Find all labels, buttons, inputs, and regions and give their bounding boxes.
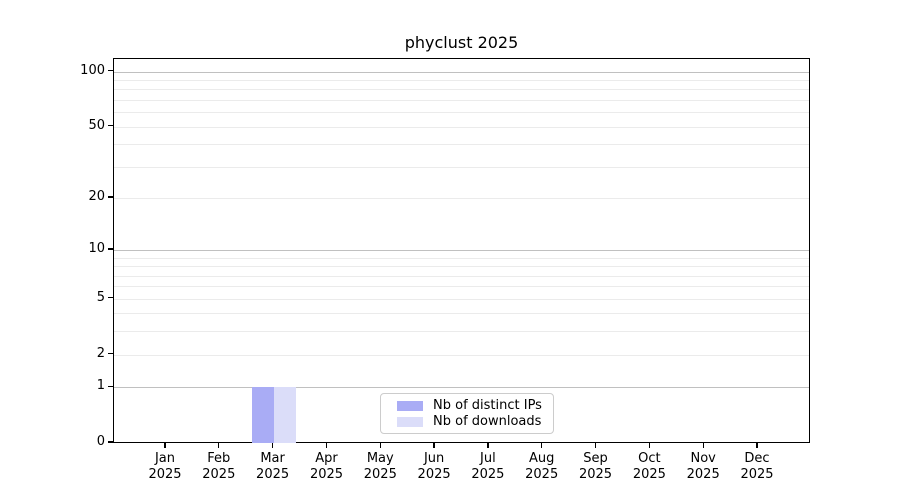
- bar-nb-of-downloads: [273, 387, 296, 443]
- minor-gridline: [114, 266, 809, 268]
- x-tick-mark: [433, 443, 435, 448]
- legend-item-downloads: Nb of downloads: [397, 414, 545, 429]
- x-tick-label: Jul 2025: [471, 451, 505, 482]
- x-tick-label: Feb 2025: [202, 451, 236, 482]
- minor-gridline: [114, 89, 809, 91]
- minor-gridline: [114, 275, 809, 277]
- bar-nb-of-distinct-ips: [251, 387, 274, 443]
- minor-gridline: [114, 144, 809, 146]
- x-tick-label: Jun 2025: [417, 451, 451, 482]
- x-tick-mark: [756, 443, 758, 448]
- major-gridline: [114, 71, 809, 73]
- plot-area: Nb of distinct IPs Nb of downloads: [113, 58, 810, 443]
- x-tick-mark: [594, 443, 597, 448]
- y-tick-label: 0: [96, 434, 105, 449]
- x-tick-mark: [702, 443, 704, 448]
- y-tick-label: 1: [96, 378, 105, 394]
- x-tick-mark: [325, 443, 328, 448]
- x-tick-mark: [271, 443, 274, 448]
- minor-gridline: [114, 298, 809, 300]
- x-tick-mark: [218, 443, 220, 448]
- y-tick-mark: [108, 248, 113, 250]
- legend-item-distinct-ips: Nb of distinct IPs: [397, 398, 545, 413]
- x-tick-mark: [648, 443, 651, 448]
- y-tick-mark: [108, 385, 113, 387]
- x-tick-label: Sep 2025: [578, 451, 613, 482]
- minor-gridline: [114, 166, 809, 168]
- y-tick-mark: [108, 352, 113, 355]
- y-tick-label: 5: [96, 289, 105, 305]
- x-tick-mark: [379, 443, 381, 448]
- legend-swatch-downloads: [397, 416, 423, 427]
- y-tick-label: 2: [96, 345, 105, 361]
- y-tick-label: 20: [88, 188, 105, 204]
- major-gridline: [114, 250, 809, 251]
- minor-gridline: [114, 331, 809, 333]
- legend-swatch-distinct-ips: [397, 400, 423, 411]
- legend: Nb of distinct IPs Nb of downloads: [380, 393, 554, 434]
- y-tick-mark: [108, 124, 113, 127]
- major-gridline: [114, 387, 809, 389]
- x-tick-label: Apr 2025: [309, 451, 344, 482]
- minor-gridline: [114, 354, 809, 356]
- x-tick-mark: [487, 443, 489, 448]
- minor-gridline: [114, 286, 809, 288]
- x-tick-label: Dec 2025: [740, 451, 774, 482]
- x-tick-label: Oct 2025: [632, 451, 666, 482]
- minor-gridline: [114, 112, 809, 114]
- chart-title: phyclust 2025: [404, 33, 519, 52]
- y-tick-label: 10: [88, 241, 105, 256]
- minor-gridline: [114, 126, 809, 128]
- x-tick-mark: [164, 443, 166, 448]
- minor-gridline: [114, 257, 809, 259]
- x-tick-mark: [541, 443, 543, 448]
- y-tick-mark: [108, 297, 113, 299]
- minor-gridline: [114, 197, 809, 199]
- minor-gridline: [114, 313, 809, 315]
- legend-label-downloads: Nb of downloads: [433, 414, 542, 429]
- legend-label-distinct-ips: Nb of distinct IPs: [433, 398, 542, 413]
- y-tick-mark: [108, 196, 113, 198]
- y-tick-label: 100: [80, 62, 105, 78]
- minor-gridline: [114, 79, 809, 81]
- y-tick-mark: [108, 441, 113, 443]
- x-tick-label: Jan 2025: [148, 451, 182, 482]
- x-tick-label: Mar 2025: [256, 451, 290, 482]
- x-tick-label: Nov 2025: [686, 451, 720, 482]
- y-tick-label: 50: [88, 117, 105, 133]
- y-tick-mark: [108, 69, 113, 72]
- minor-gridline: [114, 99, 809, 101]
- x-tick-label: May 2025: [363, 451, 397, 482]
- x-tick-label: Aug 2025: [525, 451, 559, 482]
